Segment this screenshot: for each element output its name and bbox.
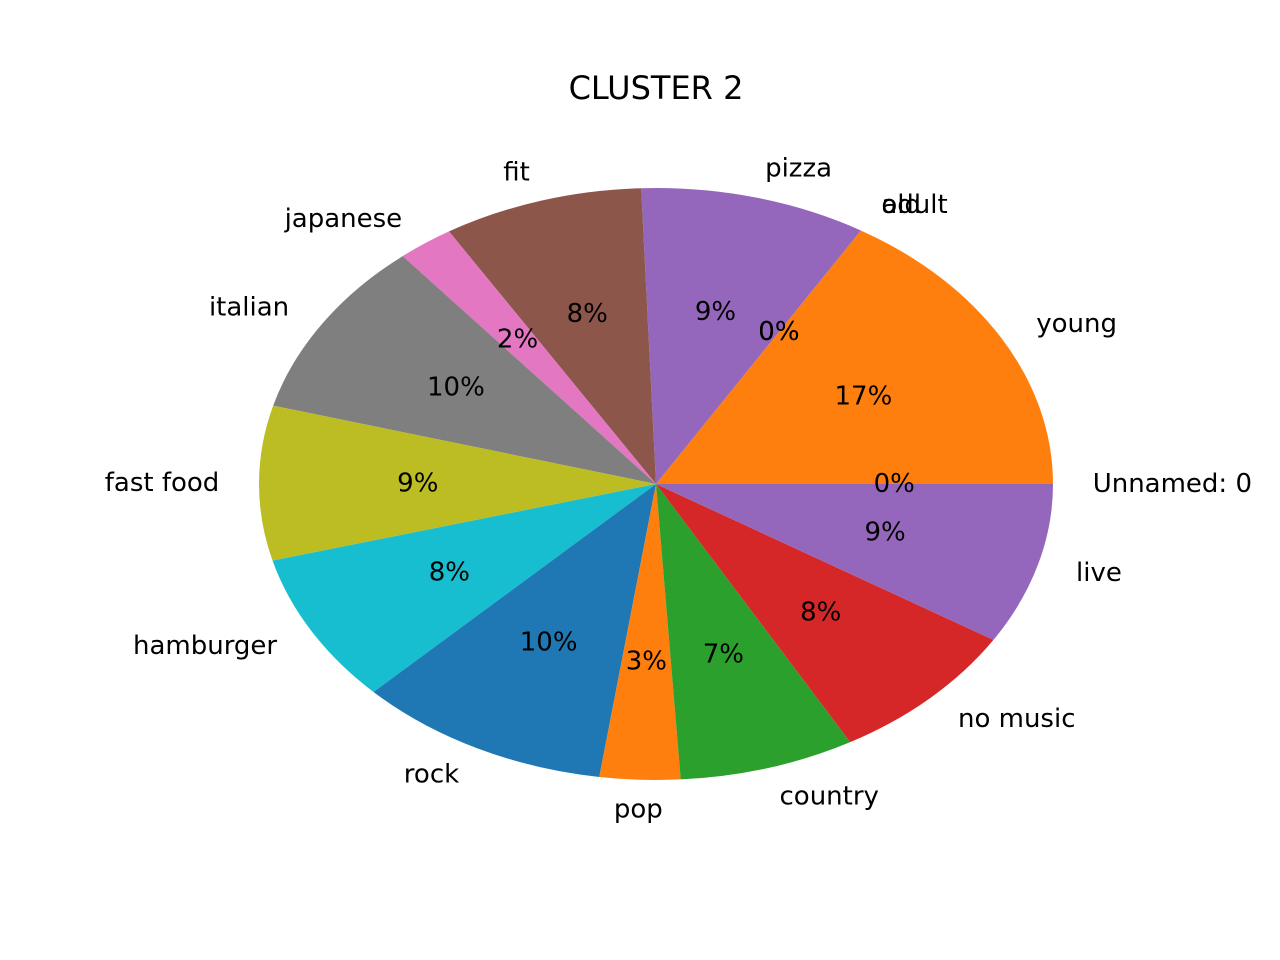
pie-slice-hamburger — [272, 484, 656, 692]
pie-slice-country — [656, 484, 851, 780]
slice-label-rock: rock — [404, 760, 459, 790]
pie-slice-live — [656, 484, 1053, 640]
pie-slice-no-music — [656, 484, 994, 743]
pie-slice-fit — [448, 188, 656, 485]
pie-slice-young — [656, 230, 1053, 484]
chart-title: CLUSTER 2 — [569, 69, 744, 107]
pct-label-pop: 3% — [626, 646, 667, 676]
slice-label-old: old — [881, 190, 921, 220]
slice-label-young: young — [1036, 309, 1117, 339]
pct-label-unnamed-0: 0% — [874, 469, 915, 499]
pie-slice-fast-food — [259, 405, 656, 561]
pct-label-rock: 10% — [520, 628, 578, 658]
slice-label-live: live — [1076, 558, 1122, 588]
pct-label-pizza: 9% — [695, 297, 736, 327]
pct-label-italian: 10% — [427, 373, 485, 403]
pie-slice-italian — [273, 256, 656, 484]
pct-label-fast-food: 9% — [397, 468, 438, 498]
pie-slice-pizza — [641, 187, 861, 484]
pct-label-hamburger: 8% — [429, 557, 470, 587]
pct-label-japanese: 2% — [497, 324, 538, 354]
slice-label-pizza: pizza — [765, 154, 832, 184]
slice-label-japanese: japanese — [284, 204, 403, 234]
pie-slice-pop — [599, 484, 681, 780]
slice-label-pop: pop — [614, 794, 663, 824]
slice-label-adult: adult — [881, 190, 947, 220]
pct-label-young: 17% — [834, 382, 892, 412]
pct-label-live: 9% — [864, 518, 905, 548]
slice-label-fast-food: fast food — [105, 468, 220, 498]
slice-label-no-music: no music — [958, 704, 1076, 734]
pct-label-adult: 0% — [758, 317, 799, 347]
slice-label-italian: italian — [209, 292, 289, 322]
pct-label-country: 7% — [703, 639, 744, 669]
slice-label-fit: fit — [503, 157, 530, 187]
pie-slice-rock — [373, 484, 656, 777]
slice-label-country: country — [780, 781, 879, 811]
slice-label-hamburger: hamburger — [133, 631, 277, 661]
slice-label-unnamed-0: Unnamed: 0 — [1093, 469, 1252, 499]
pie-slices — [259, 187, 1053, 780]
pct-label-old: 0% — [758, 317, 799, 347]
pie-slice-japanese — [402, 231, 656, 484]
pie-labels: Unnamed: 00%young17%adult0%old0%pizza9%f… — [105, 154, 1252, 825]
pct-label-fit: 8% — [567, 299, 608, 329]
pct-label-no-music: 8% — [800, 597, 841, 627]
